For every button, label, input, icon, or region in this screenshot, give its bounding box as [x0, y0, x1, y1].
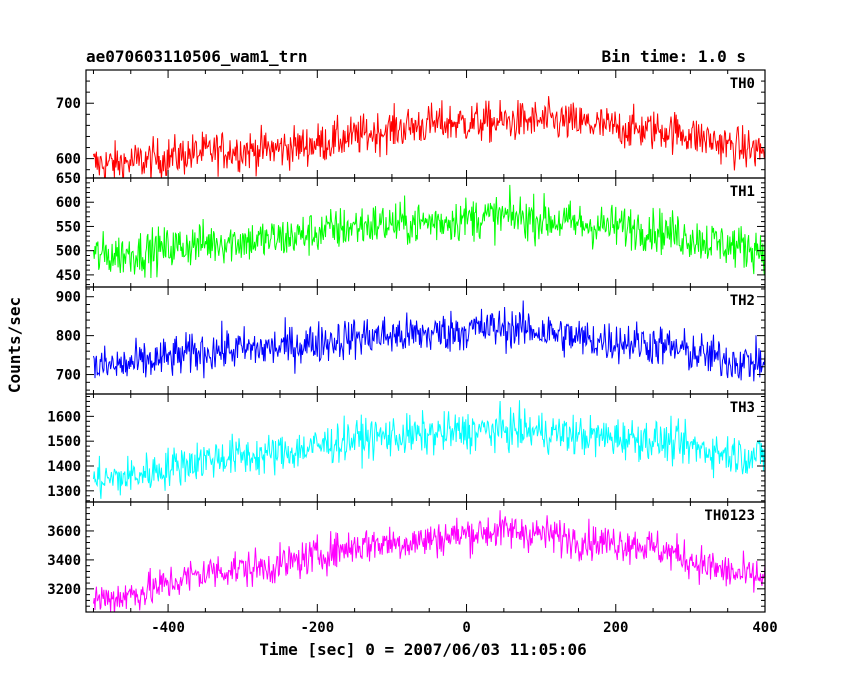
y-tick-label: 700	[56, 368, 81, 384]
series-line-th2	[93, 300, 765, 382]
y-tick-label: 600	[56, 152, 81, 168]
y-tick-label: 3200	[47, 582, 81, 598]
panel-frame	[85, 501, 766, 613]
y-tick-label: 650	[56, 171, 81, 187]
series-line-th0	[93, 96, 765, 178]
x-tick-label: 0	[462, 620, 470, 636]
y-tick-label: 1400	[47, 459, 81, 475]
y-tick-label: 1500	[47, 434, 81, 450]
panel-label: TH1	[730, 184, 755, 200]
x-axis-label: Time [sec] 0 = 2007/06/03 11:05:06	[259, 640, 587, 659]
x-axis: -400 -200 0 200 400	[151, 620, 777, 636]
y-tick-label: 3600	[47, 524, 81, 540]
chart-title-right: Bin time: 1.0 s	[602, 47, 747, 66]
panel-label: TH0	[730, 76, 755, 92]
y-tick-label: 1600	[47, 409, 81, 425]
panel-th0123: TH0123 3200 3400 3600	[47, 501, 766, 613]
series-line-th3	[93, 400, 765, 499]
series-line-th0123	[93, 510, 765, 612]
panel-th3: TH3 1300 1400 1500 1600	[47, 393, 766, 503]
panel-label: TH2	[730, 293, 755, 309]
panel-th1: TH1 450 500 550 600 650	[56, 171, 766, 288]
x-tick-label: 200	[603, 620, 628, 636]
x-tick-label: -400	[151, 620, 185, 636]
y-tick-label: 3400	[47, 553, 81, 569]
y-tick-label: 550	[56, 219, 81, 235]
panel-label: TH0123	[704, 508, 755, 524]
panel-th2: TH2 700 800 900	[56, 286, 766, 395]
y-tick-label: 1300	[47, 484, 81, 500]
y-tick-label: 500	[56, 244, 81, 260]
panel-frame	[85, 177, 766, 288]
panels-group: TH0600700TH1450500550600650TH2700800900T…	[47, 69, 766, 613]
series-line-th1	[93, 184, 765, 279]
y-axis-label: Counts/sec	[5, 297, 24, 393]
y-tick-label: 450	[56, 268, 81, 284]
y-tick-label: 900	[56, 290, 81, 306]
panel-th0: TH0 600 700	[56, 69, 766, 179]
x-tick-label: -200	[300, 620, 334, 636]
chart-title-left: ae070603110506_wam1_trn	[86, 47, 308, 66]
panel-label: TH3	[730, 400, 755, 416]
x-tick-label: 400	[752, 620, 777, 636]
y-tick-label: 700	[56, 96, 81, 112]
y-tick-label: 600	[56, 195, 81, 211]
y-tick-label: 800	[56, 329, 81, 345]
panel-frame	[85, 286, 766, 395]
